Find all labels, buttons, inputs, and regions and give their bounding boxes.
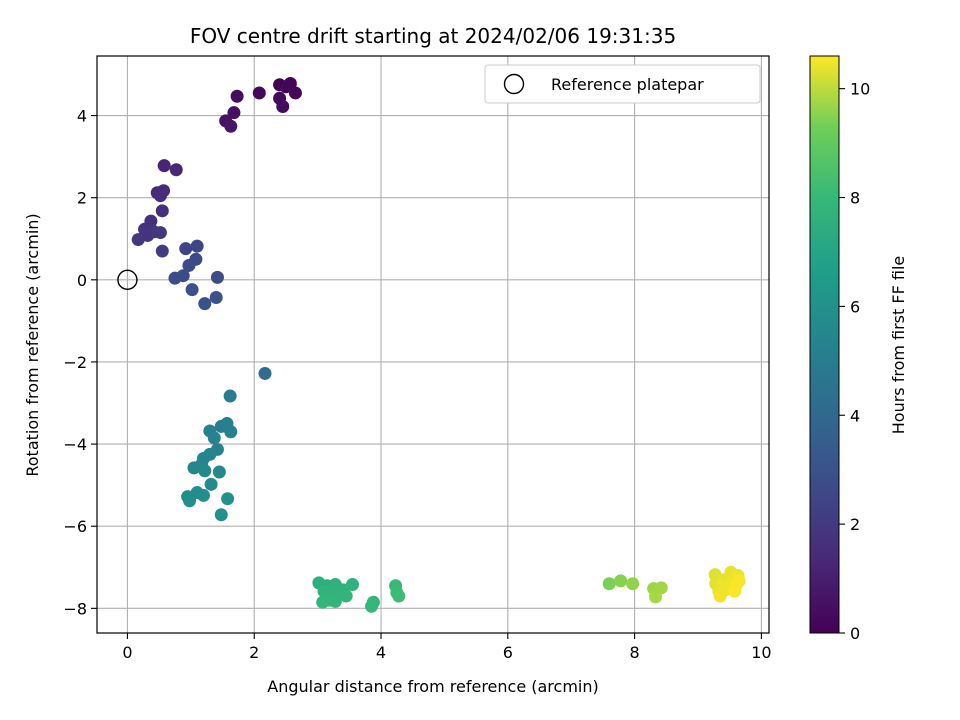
- x-tick-label: 4: [376, 643, 386, 662]
- chart-title: FOV centre drift starting at 2024/02/06 …: [190, 24, 676, 48]
- data-point: [190, 239, 204, 253]
- data-point: [182, 258, 196, 272]
- colorbar-tick-label: 2: [850, 515, 860, 534]
- data-point: [212, 465, 226, 479]
- data-point: [169, 163, 183, 177]
- data-point: [224, 119, 238, 133]
- y-axis-ticks: −8 −6 −4 −2 0 2 4: [63, 107, 97, 618]
- legend-reference-marker: [503, 73, 525, 95]
- reference-marker-group: [117, 269, 138, 291]
- data-point: [345, 578, 359, 592]
- y-axis-label: Rotation from reference (arcmin): [23, 213, 42, 476]
- data-point: [227, 106, 241, 120]
- data-point: [252, 86, 266, 100]
- colorbar-tick-label: 10: [850, 80, 870, 99]
- data-point: [198, 297, 212, 311]
- data-point: [288, 86, 302, 100]
- x-tick-label: 0: [122, 643, 132, 662]
- data-point: [649, 590, 663, 604]
- data-point: [185, 283, 199, 297]
- data-point: [155, 244, 169, 258]
- data-point: [187, 461, 201, 475]
- data-point: [602, 577, 616, 591]
- data-point: [223, 389, 237, 403]
- colorbar-tick-label: 8: [850, 189, 860, 208]
- x-tick-label: 2: [249, 643, 259, 662]
- data-point: [155, 204, 169, 218]
- data-point: [153, 226, 167, 240]
- legend-box: [484, 64, 761, 104]
- colorbar-tick-label: 4: [850, 406, 860, 425]
- colorbar-tick-label: 6: [850, 297, 860, 316]
- data-point: [614, 574, 628, 588]
- y-tick-label: 0: [77, 271, 87, 290]
- data-point: [713, 589, 727, 603]
- data-point: [365, 599, 379, 613]
- x-axis-label: Angular distance from reference (arcmin): [267, 677, 598, 696]
- data-points: [131, 77, 746, 613]
- colorbar-ticks: 0 2 4 6 8 10: [839, 80, 870, 643]
- plot-frame: [96, 55, 770, 634]
- y-tick-label: −2: [63, 353, 87, 372]
- colorbar-label: Hours from first FF file: [889, 256, 908, 435]
- data-point: [214, 508, 228, 522]
- y-tick-label: −4: [63, 435, 87, 454]
- legend-entry-reference: Reference platepar: [551, 75, 704, 94]
- data-point: [183, 494, 197, 508]
- colorbar-gradient: [809, 55, 840, 634]
- data-point: [153, 189, 167, 203]
- y-tick-label: 4: [77, 107, 87, 126]
- x-tick-label: 6: [503, 643, 513, 662]
- x-axis-ticks: 0 2 4 6 8 10: [122, 633, 772, 662]
- data-point: [339, 589, 353, 603]
- data-point: [328, 594, 342, 608]
- data-point: [179, 242, 193, 256]
- reference-platepar-marker: [117, 269, 138, 291]
- x-tick-label: 10: [751, 643, 771, 662]
- data-point: [198, 464, 212, 478]
- data-point: [230, 89, 244, 103]
- data-point: [207, 431, 221, 445]
- data-point: [626, 577, 640, 591]
- data-point: [276, 100, 290, 114]
- data-point: [197, 488, 211, 502]
- colorbar: 0 2 4 6 8 10 Hours from first FF file: [809, 55, 908, 643]
- data-point: [157, 159, 171, 173]
- data-point: [210, 270, 224, 284]
- data-point: [221, 492, 235, 506]
- legend: Reference platepar: [484, 64, 761, 104]
- data-point: [204, 477, 218, 491]
- grid-lines: [97, 56, 769, 633]
- data-point: [279, 80, 293, 94]
- colorbar-tick-label: 0: [850, 624, 860, 643]
- x-tick-label: 8: [630, 643, 640, 662]
- data-point: [224, 425, 238, 439]
- data-point: [131, 233, 145, 247]
- data-point: [316, 595, 330, 609]
- data-point: [728, 584, 742, 598]
- data-point: [258, 366, 272, 380]
- data-point: [168, 271, 182, 285]
- data-point: [209, 290, 223, 304]
- data-point: [392, 589, 406, 603]
- y-tick-label: −8: [63, 599, 87, 618]
- y-tick-label: 2: [77, 189, 87, 208]
- y-tick-label: −6: [63, 517, 87, 536]
